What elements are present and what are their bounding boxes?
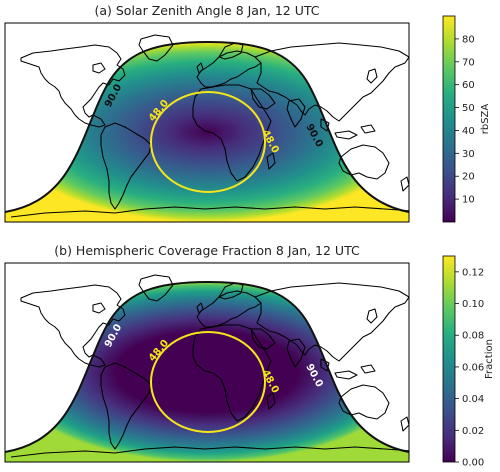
panel-a-colorbar [442, 15, 456, 223]
panel-a-colorbar-ticks: 10 20 30 40 50 60 70 80 [455, 34, 475, 206]
colorbar-tick-label: 0.08 [462, 331, 484, 342]
panel-b-title: (b) Hemispheric Coverage Fraction 8 Jan,… [54, 243, 360, 258]
panel-a-colorbar-label: rbSZA [480, 104, 491, 135]
panel-b-contour-90 [5, 280, 409, 453]
colorbar-tick-label: 10 [462, 195, 475, 206]
colorbar-tick-label: 30 [462, 149, 475, 160]
panel-a-map [5, 23, 409, 222]
panel-b-contour-48 [150, 331, 266, 433]
colorbar-tick-label: 80 [462, 34, 475, 45]
panel-b-colorbar [442, 255, 456, 463]
panel-a-contour-90 [5, 40, 409, 213]
colorbar-tick-label: 50 [462, 103, 475, 114]
colorbar-tick-label: 0.02 [462, 426, 484, 437]
colorbar-tick-label: 0.00 [462, 458, 484, 469]
colorbar-tick-label: 40 [462, 126, 475, 137]
colorbar-tick-label: 0.10 [462, 299, 484, 310]
colorbar-tick-label: 0.04 [462, 394, 484, 405]
colorbar-tick-label: 0.12 [462, 267, 484, 278]
colorbar-tick-label: 0.06 [462, 362, 484, 373]
colorbar-tick-label: 60 [462, 80, 475, 91]
panel-b-colorbar-ticks: 0.00 0.02 0.04 0.06 0.08 0.10 0.12 [455, 267, 484, 469]
colorbar-tick-label: 20 [462, 172, 475, 183]
panel-a-title: (a) Solar Zenith Angle 8 Jan, 12 UTC [94, 3, 319, 18]
panel-b-map [5, 263, 409, 462]
panel-b-colorbar-label: Fraction [484, 339, 495, 379]
panel-a-contour-48 [150, 91, 266, 193]
colorbar-tick-label: 70 [462, 57, 475, 68]
